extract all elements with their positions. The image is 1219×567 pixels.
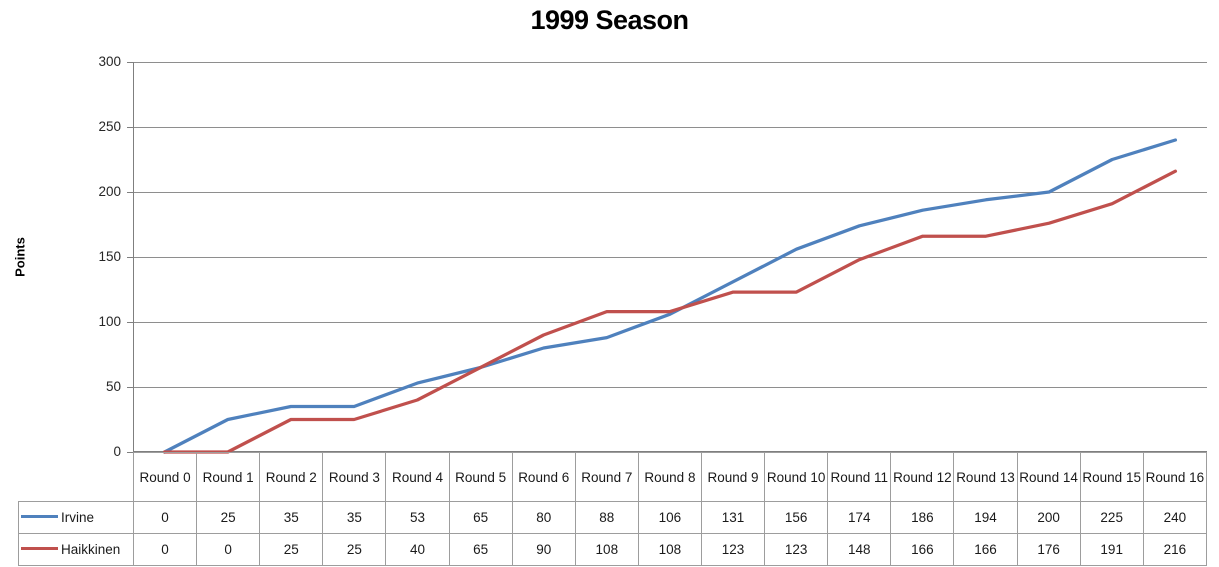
table-value-cell: 106 <box>637 501 702 534</box>
table-value-cell: 174 <box>827 501 892 534</box>
table-value-cell: 191 <box>1079 533 1144 566</box>
category-header-cell: Round 1 <box>196 452 261 502</box>
table-value-cell: 108 <box>574 533 639 566</box>
category-header-cell: Round 2 <box>259 452 324 502</box>
table-value-cell: 25 <box>196 501 261 534</box>
table-corner-blank <box>19 453 134 502</box>
table-value-cell: 65 <box>448 533 513 566</box>
category-header-cell: Round 4 <box>385 452 450 502</box>
legend-series-name: Irvine <box>61 510 95 526</box>
y-tick-label: 150 <box>98 249 121 264</box>
table-value-cell: 0 <box>196 533 261 566</box>
table-value-cell: 53 <box>385 501 450 534</box>
table-value-cell: 240 <box>1142 501 1208 534</box>
table-value-cell: 35 <box>322 501 387 534</box>
category-header-cell: Round 5 <box>448 452 513 502</box>
category-header-cell: Round 7 <box>574 452 639 502</box>
table-value-cell: 65 <box>448 501 513 534</box>
table-value-cell: 200 <box>1016 501 1081 534</box>
table-value-cell: 40 <box>385 533 450 566</box>
table-value-cell: 123 <box>764 533 829 566</box>
category-header-cell: Round 10 <box>764 452 829 502</box>
series-line-irvine <box>162 138 1178 454</box>
table-value-cell: 88 <box>574 501 639 534</box>
legend-series-name: Haikkinen <box>61 542 121 558</box>
category-header-row: Round 0 Round 1 Round 2 Round 3 Round 4 Round… <box>19 452 1208 502</box>
category-header-cell: Round 9 <box>700 452 766 502</box>
category-header-cell: Round 11 <box>827 452 892 502</box>
table-value-cell: 131 <box>700 501 766 534</box>
category-header-cell: Round 15 <box>1079 452 1144 502</box>
series-row-irvine: Irvine 0 25 35 35 53 65 80 88 106 131 156 174 186 194 2… <box>18 501 1208 534</box>
category-header-cell: Round 6 <box>511 452 576 502</box>
category-header-cell: Round 8 <box>637 452 702 502</box>
table-value-cell: 0 <box>132 533 198 566</box>
table-value-cell: 148 <box>827 533 892 566</box>
table-value-cell: 0 <box>132 501 198 534</box>
y-tick-label: 50 <box>105 379 121 394</box>
y-tick-label: 200 <box>98 184 121 199</box>
y-tick-label: 100 <box>98 314 121 329</box>
category-header-cell: Round 16 <box>1142 452 1208 502</box>
legend-line-swatch <box>21 515 58 519</box>
table-value-cell: 225 <box>1079 501 1144 534</box>
category-header-cell: Round 12 <box>890 452 955 502</box>
category-header-cell: Round 14 <box>1016 452 1081 502</box>
series-row-haikkinen: Haikkinen 0 0 25 25 40 65 90 108 108 123 123 148 166 1… <box>18 533 1208 566</box>
legend-line-swatch <box>21 547 58 551</box>
table-value-cell: 25 <box>259 533 324 566</box>
category-header-cell: Round 0 <box>132 452 198 502</box>
table-value-cell: 35 <box>259 501 324 534</box>
table-value-cell: 166 <box>953 533 1018 566</box>
chart-data-table: Round 0 Round 1 Round 2 Round 3 Round 4 Round… <box>18 452 1208 566</box>
table-value-cell: 176 <box>1016 533 1081 566</box>
legend-cell: Haikkinen <box>18 533 134 566</box>
table-value-cell: 156 <box>764 501 829 534</box>
table-value-cell: 186 <box>890 501 955 534</box>
table-value-cell: 216 <box>1142 533 1208 566</box>
table-value-cell: 25 <box>322 533 387 566</box>
category-header-cell: Round 13 <box>953 452 1018 502</box>
y-tick-label: 0 <box>113 444 121 459</box>
table-value-cell: 194 <box>953 501 1018 534</box>
table-value-cell: 80 <box>511 501 576 534</box>
legend-cell: Irvine <box>18 501 134 534</box>
y-tick-label: 300 <box>98 54 121 69</box>
y-tick-label: 250 <box>98 119 121 134</box>
table-value-cell: 90 <box>511 533 576 566</box>
table-value-cell: 123 <box>700 533 766 566</box>
category-header-cell: Round 3 <box>322 452 387 502</box>
chart-title: 1999 Season <box>530 5 689 35</box>
series-line-haikkinen <box>162 169 1178 454</box>
table-value-cell: 108 <box>637 533 702 566</box>
table-value-cell: 166 <box>890 533 955 566</box>
